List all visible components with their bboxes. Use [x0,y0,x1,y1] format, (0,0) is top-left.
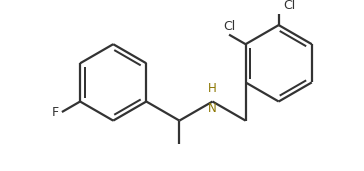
Text: Cl: Cl [283,0,296,12]
Text: Cl: Cl [223,20,235,33]
Text: N: N [208,102,217,115]
Text: H: H [208,82,217,95]
Text: F: F [52,106,59,119]
